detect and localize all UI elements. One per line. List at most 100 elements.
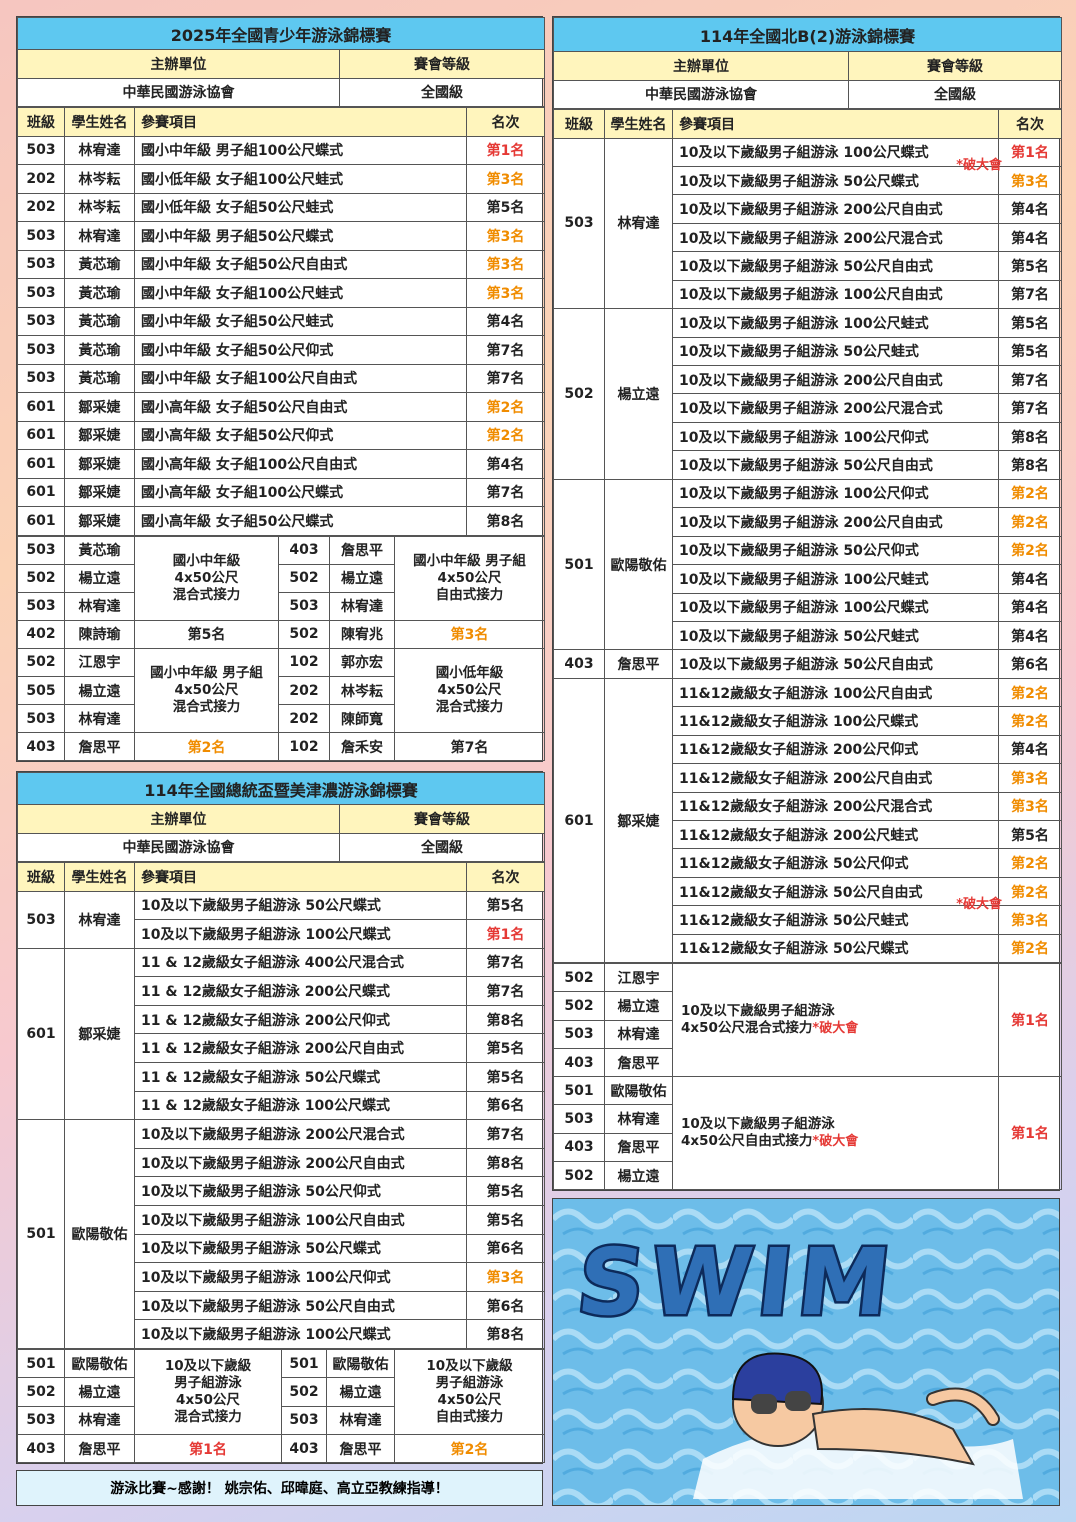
rank: 第6名 <box>466 1233 545 1264</box>
student-name: 林宥達 <box>64 135 135 165</box>
relay-event-line: 自由式接力 <box>395 1409 544 1426</box>
class: 403 <box>278 535 330 565</box>
record-note: *破大會 <box>812 1134 859 1150</box>
result-row: 10及以下歲級男子組游泳 50公尺自由式 第8名 <box>554 450 1062 480</box>
event: 國小高年級 女子組50公尺仰式 <box>134 420 467 450</box>
relay-row: 403 詹思平 第1名 403 詹思平 第2名 <box>17 1433 545 1464</box>
class: 503 <box>17 335 65 365</box>
student-name: 鄒采婕 <box>64 947 135 1121</box>
level: 全國級 <box>847 79 1063 109</box>
event: 10及以下歲級男子組游泳 50公尺蝶式 <box>134 1233 467 1264</box>
class: 503 <box>278 591 330 621</box>
relay-event-line: 4x50公尺 <box>135 682 278 699</box>
event: 國小低年級 女子組50公尺蛙式 <box>134 192 467 222</box>
relay-event-line: 4x50公尺 <box>395 570 544 587</box>
student-name: 歐陽敬佑 <box>64 1348 135 1379</box>
result-row: 202 林岑耘 國小低年級 女子組50公尺蛙式 第5名 <box>17 192 545 222</box>
rank: 第4名 <box>466 306 545 336</box>
event: 國小中年級 女子組50公尺蛙式 <box>134 306 467 336</box>
class: 601 <box>17 477 65 507</box>
footer: 游泳比賽~感謝！ 姚宗佑、邱暐庭、高立亞教練指導！ <box>16 1470 543 1506</box>
student-name: 鄒采婕 <box>64 477 135 507</box>
student-name: 林岑耘 <box>329 675 395 706</box>
result-row: 10及以下歲級男子組游泳 50公尺自由式 第5名 <box>554 251 1062 281</box>
relay-event-line: 4x50公尺混合式接力*破大會 <box>681 1020 998 1037</box>
result-row: 503 黃芯瑜 國小中年級 女子組100公尺蛙式 第3名 <box>17 278 545 308</box>
level: 全國級 <box>339 832 545 862</box>
event: 11 & 12歲級女子組游泳 200公尺自由式 <box>134 1033 467 1064</box>
class: 403 <box>553 649 605 679</box>
class: 501 <box>17 1119 65 1349</box>
competition-title: 2025年全國青少年游泳錦標賽 <box>16 17 546 50</box>
event: 10及以下歲級男子組游泳 50公尺自由式 <box>134 1290 467 1321</box>
class: 502 <box>17 647 65 677</box>
rank: 第7名 <box>466 477 545 507</box>
result-row: 11&12歲級女子組游泳 200公尺蛙式 第5名 <box>554 819 1062 850</box>
relay-event-text: 4x50公尺 <box>176 1391 240 1408</box>
student-name: 楊立遠 <box>64 1377 135 1407</box>
rank: 第3名 <box>466 221 545 251</box>
level-label: 賽會等級 <box>847 51 1063 81</box>
student-name: 黃芯瑜 <box>64 335 135 365</box>
rank: 第5名 <box>998 308 1062 338</box>
result-row: 403 詹思平 10及以下歲級男子組游泳 50公尺自由式 第6名 <box>553 649 1062 679</box>
student-name: 鄒采婕 <box>64 392 135 422</box>
rank: 第2名 <box>998 876 1062 907</box>
results-table: 班級 學生姓名 參賽項目 名次 503 林宥達 10及以下歲級男子組游泳 100公尺蝶式 *破… <box>553 109 1062 964</box>
record-note: *破大會 <box>812 1021 859 1037</box>
rank: 第7名 <box>466 947 545 978</box>
event: 10及以下歲級男子組游泳 50公尺蝶式 <box>134 890 467 921</box>
class: 501 <box>553 1076 605 1106</box>
label-row: 主辦單位 賽會等級 <box>17 804 545 834</box>
relay-row: 501 歐陽敬佑 10及以下歲級 男子組游泳 4x50公尺 混合式接力 501 歐陽敬佑 10及… <box>17 1348 545 1435</box>
student-name: 鄒采婕 <box>64 449 135 479</box>
student-name: 林宥達 <box>64 704 135 734</box>
banner: SWIM <box>552 1198 1060 1506</box>
level-label: 賽會等級 <box>339 804 545 834</box>
relay-event-line: 混合式接力 <box>395 699 544 716</box>
class: 505 <box>17 675 65 706</box>
result-row: 11&12歲級女子組游泳 100公尺蝶式 第2名 <box>554 706 1062 736</box>
relay-event-text: 10及以下歲級 <box>164 1357 252 1374</box>
value-row: 中華民國游泳協會 全國級 <box>17 832 545 862</box>
event: 國小低年級 女子組100公尺蛙式 <box>134 164 467 194</box>
event: 國小中年級 女子組100公尺蛙式 <box>134 278 467 308</box>
rank: 第7名 <box>394 732 545 762</box>
rank: 第1名 <box>466 135 545 165</box>
relay-event-line: 4x50公尺 <box>395 1392 544 1409</box>
event: 10及以下歲級男子組游泳 100公尺蝶式 <box>672 592 999 622</box>
competition-block: 114年全國北B(2)游泳錦標賽 主辦單位 賽會等級 中華民國游泳協會 全國級 班級 學生姓… <box>552 16 1063 1192</box>
relay-event-text: 10及以下歲級男子組游泳 <box>681 1003 835 1020</box>
student-name: 詹思平 <box>329 535 395 565</box>
student-name: 歐陽敬佑 <box>326 1348 395 1379</box>
rank: 第1名 <box>134 1433 282 1464</box>
organizer-label: 主辦單位 <box>553 51 849 81</box>
event: 11&12歲級女子組游泳 200公尺蛙式 <box>672 819 999 850</box>
relay-row: 503 黃芯瑜 國小中年級 4x50公尺 混合式接力 403 詹思平 國小中年級 男子組 4x5… <box>17 535 545 621</box>
event: 11 & 12歲級女子組游泳 50公尺蝶式 <box>134 1062 467 1092</box>
rank: 第8名 <box>998 421 1062 452</box>
result-row: 501 歐陽敬佑 10及以下歲級男子組游泳 100公尺仰式 第2名 <box>553 478 1062 651</box>
class: 503 <box>17 363 65 393</box>
student-name: 鄒采婕 <box>64 506 135 536</box>
competition-block: 114年全國總統盃暨美津濃游泳錦標賽 主辦單位 賽會等級 中華民國游泳協會 全國級 班級學… <box>16 771 545 1465</box>
relay-event-line: 10及以下歲級男子組游泳 <box>681 1116 998 1133</box>
class: 502 <box>278 619 330 649</box>
organizer: 中華民國游泳協會 <box>17 77 340 107</box>
rank: 第2名 <box>394 1433 545 1464</box>
rank: 第1名 <box>998 1076 1062 1191</box>
student-name: 林宥達 <box>64 1405 135 1435</box>
student-name: 林宥達 <box>604 1104 673 1134</box>
competition-block: 2025年全國青少年游泳錦標賽 主辦單位 賽會等級 中華民國游泳協會 全國級 班級 學生姓名… <box>16 16 546 763</box>
student-name: 林岑耘 <box>64 164 135 194</box>
result-row: 503 林宥達 國小中年級 男子組50公尺蝶式 第3名 <box>17 221 545 251</box>
student-name: 詹思平 <box>64 732 135 762</box>
rank: 第2名 <box>998 535 1062 566</box>
student-name: 楊立遠 <box>604 991 673 1021</box>
relay-row: 503 林宥達 <box>553 1104 1062 1134</box>
student-name: 林宥達 <box>64 890 135 949</box>
event: 11&12歲級女子組游泳 50公尺蝶式 <box>672 933 999 964</box>
title-row: 2025年全國青少年游泳錦標賽 <box>16 17 546 50</box>
class: 503 <box>17 135 65 165</box>
